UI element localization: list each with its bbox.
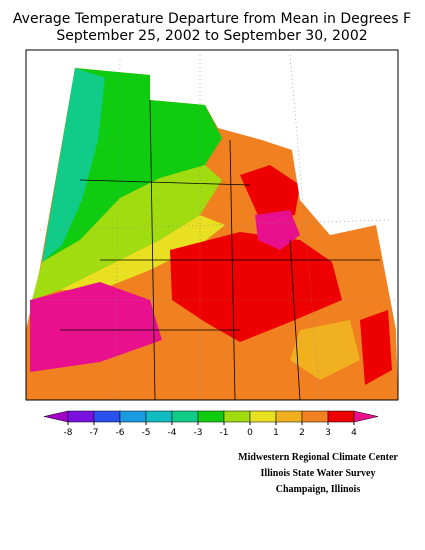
legend-swatch [275, 410, 303, 423]
legend-swatch [249, 410, 277, 423]
legend-swatch [171, 410, 199, 423]
legend-swatch [67, 410, 95, 423]
legend-swatch [197, 410, 225, 423]
legend-tick-label: 1 [273, 428, 279, 438]
legend-swatch [301, 410, 329, 423]
legend-swatch [119, 410, 147, 423]
credit: Midwestern Regional Climate Center [238, 452, 398, 463]
legend-tick-label: -6 [116, 428, 125, 438]
legend-tick-label: -7 [90, 428, 99, 438]
legend-cap [43, 410, 69, 423]
legend-tick-label: -1 [220, 428, 229, 438]
credit: Illinois State Water Survey [261, 468, 376, 479]
legend-tick-label: 0 [247, 428, 253, 438]
map [25, 49, 399, 401]
legend-cap [353, 410, 379, 423]
legend-swatch [93, 410, 121, 423]
legend-swatch [145, 410, 173, 423]
legend-tick-label: -4 [168, 428, 177, 438]
legend-swatch [223, 410, 251, 423]
legend-tick-label: -8 [64, 428, 73, 438]
legend-swatch [327, 410, 355, 423]
legend-tick-label: -3 [194, 428, 203, 438]
legend-tick-label: -5 [142, 428, 151, 438]
credit: Champaign, Illinois [276, 484, 361, 495]
legend-tick-label: 2 [299, 428, 305, 438]
legend-tick-label: 3 [325, 428, 331, 438]
title-line: September 25, 2002 to September 30, 2002 [56, 28, 367, 44]
legend: -8 -7 -6 -5 -4 -3 -1 0 1 2 3 4 [43, 410, 379, 438]
title-line: Average Temperature Departure from Mean … [13, 11, 411, 27]
legend-tick-label: 4 [351, 428, 357, 438]
